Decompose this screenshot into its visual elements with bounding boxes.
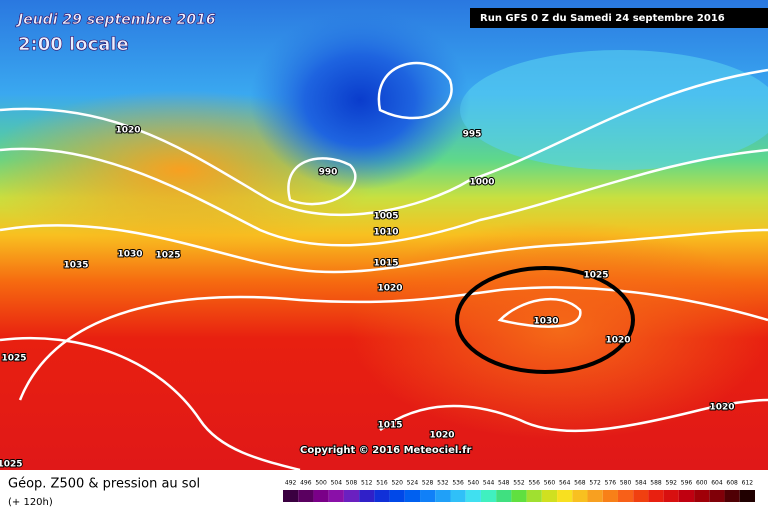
isobar-label: 1000 <box>469 178 494 188</box>
scale-label: 544 <box>483 480 495 487</box>
scale-label: 584 <box>635 480 647 487</box>
scale-label: 536 <box>452 480 464 487</box>
scale-label: 500 <box>315 480 327 487</box>
scale-label: 564 <box>559 480 571 487</box>
scale-label: 596 <box>681 480 693 487</box>
scale-label: 560 <box>544 480 556 487</box>
scale-label: 524 <box>407 480 419 487</box>
isobar-label: 1025 <box>1 354 26 364</box>
scale-label: 588 <box>650 480 662 487</box>
scale-label: 508 <box>346 480 358 487</box>
scale-label: 548 <box>498 480 510 487</box>
scale-cell <box>602 490 618 502</box>
scale-cell <box>587 490 603 502</box>
scale-label: 592 <box>666 480 678 487</box>
isobar-label: 1020 <box>377 284 402 294</box>
scale-label: 568 <box>574 480 586 487</box>
field-north <box>460 50 768 170</box>
isobar-label: 1020 <box>429 431 454 441</box>
scale-cell <box>480 490 497 502</box>
isobar-label: 1025 <box>583 271 608 281</box>
scale-cell <box>298 490 314 502</box>
isobar-label: 990 <box>319 168 338 178</box>
scale-cell <box>617 490 634 502</box>
isobar-label: 1030 <box>533 317 558 327</box>
isobar-label: 1020 <box>605 336 630 346</box>
scale-cell <box>359 490 375 502</box>
scale-cell <box>313 490 329 502</box>
scale-cell <box>694 490 710 502</box>
isobar-label: 1025 <box>0 460 23 470</box>
scale-cell <box>465 490 481 502</box>
scale-label: 600 <box>696 480 708 487</box>
scale-cell <box>328 490 344 502</box>
scale-label: 532 <box>437 480 449 487</box>
scale-label: 552 <box>513 480 525 487</box>
scale-cell <box>420 490 436 502</box>
scale-label: 612 <box>742 480 754 487</box>
copyright: Copyright © 2016 Meteociel.fr <box>300 445 471 456</box>
scale-cell <box>526 490 542 502</box>
scale-label: 496 <box>300 480 312 487</box>
low <box>250 10 470 190</box>
isobar-label: 1010 <box>373 228 398 238</box>
run-box <box>470 8 768 28</box>
scale-label: 520 <box>391 480 403 487</box>
isobar-label: 1025 <box>155 251 180 261</box>
scale-cell <box>511 490 527 502</box>
scale-cell <box>709 490 725 502</box>
scale-label: 528 <box>422 480 434 487</box>
scale-cell <box>633 490 649 502</box>
scale-cell <box>404 490 421 502</box>
time: 2:00 locale <box>18 34 129 55</box>
scale-label: 572 <box>589 480 601 487</box>
highlight-circle <box>455 266 635 374</box>
scale-label: 608 <box>726 480 738 487</box>
scale-cell <box>389 490 405 502</box>
footer-title: Géop. Z500 & pression au sol <box>8 477 200 492</box>
scale-label: 576 <box>605 480 617 487</box>
isobar-label: 995 <box>463 130 482 140</box>
scale-label: 504 <box>331 480 343 487</box>
scale-label: 540 <box>468 480 480 487</box>
isobar-label: 1035 <box>63 261 88 271</box>
scale-cell <box>435 490 451 502</box>
isobar-label: 1005 <box>373 212 398 222</box>
scale-cell <box>678 490 695 502</box>
footer-lead: (+ 120h) <box>8 497 53 508</box>
scale-cell <box>450 490 466 502</box>
isobar-label: 1020 <box>115 126 140 136</box>
scale-cell <box>724 490 740 502</box>
scale-cell <box>496 490 512 502</box>
scale-label: 516 <box>376 480 388 487</box>
isobar-label: 1015 <box>373 259 398 269</box>
scale-label: 580 <box>620 480 632 487</box>
isobar-label: 1015 <box>377 421 402 431</box>
scale-cell <box>343 490 360 502</box>
date: Jeudi 29 septembre 2016 <box>15 12 216 28</box>
scale-cell <box>541 490 558 502</box>
scale-cell <box>374 490 390 502</box>
scale-cell <box>648 490 664 502</box>
scale-label: 604 <box>711 480 723 487</box>
scale-cell <box>283 490 299 502</box>
scale-cell <box>557 490 573 502</box>
scale-label: 556 <box>528 480 540 487</box>
scale-cell <box>663 490 679 502</box>
scale-cell <box>572 490 588 502</box>
run: Run GFS 0 Z du Samedi 24 septembre 2016 <box>480 13 725 24</box>
scale-cell <box>739 490 755 502</box>
scale-label: 512 <box>361 480 373 487</box>
isobar-label: 1020 <box>709 403 734 413</box>
scale-label: 492 <box>285 480 297 487</box>
isobars <box>0 61 768 472</box>
field-east <box>350 220 768 440</box>
isobar-label: 1030 <box>117 250 142 260</box>
